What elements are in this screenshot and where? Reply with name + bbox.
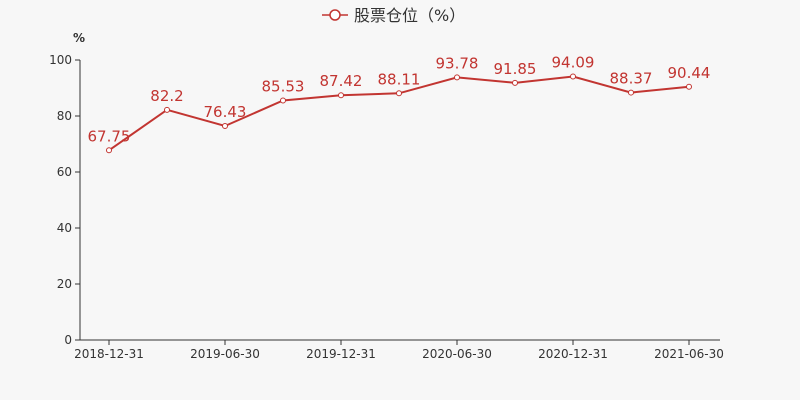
- x-tick-label: 2019-06-30: [190, 347, 260, 361]
- y-tick-label: 0: [64, 333, 72, 347]
- y-tick-label: 80: [57, 109, 72, 123]
- data-label: 85.53: [262, 78, 305, 96]
- data-label: 88.11: [378, 70, 421, 88]
- data-point: [396, 90, 402, 97]
- data-point: [686, 83, 692, 90]
- y-tick-label: 60: [57, 165, 72, 179]
- x-tick-label: 2021-06-30: [654, 347, 724, 361]
- y-tick-label: 20: [57, 277, 72, 291]
- series-layer: 67.75 82.2 76.43 85.53 87.42 88.11 93.78 91.85 9…: [88, 54, 711, 154]
- data-point: [570, 73, 576, 80]
- data-label: 82.2: [150, 87, 183, 105]
- axes: 0 20 40 60 80 100 2018-12-31 2019-06-30 2019-12-…: [49, 53, 724, 361]
- data-point: [338, 92, 344, 99]
- data-label: 94.09: [552, 54, 595, 72]
- x-tick-label: 2019-12-31: [306, 347, 376, 361]
- legend[interactable]: 股票仓位（%）: [322, 6, 465, 25]
- data-label: 91.85: [494, 60, 537, 78]
- x-tick-label: 2020-06-30: [422, 347, 492, 361]
- y-axis-unit: %: [73, 31, 85, 45]
- data-point: [512, 79, 518, 86]
- y-tick-label: 40: [57, 221, 72, 235]
- legend-label: 股票仓位（%）: [354, 6, 465, 25]
- data-point: [106, 147, 112, 154]
- x-tick-label: 2020-12-31: [538, 347, 608, 361]
- data-point: [280, 97, 286, 104]
- data-label: 76.43: [204, 103, 247, 121]
- data-label: 67.75: [88, 127, 131, 145]
- data-label: 90.44: [668, 64, 711, 82]
- legend-circle-icon: [329, 9, 341, 21]
- data-label: 88.37: [610, 70, 653, 88]
- y-tick-label: 100: [49, 53, 72, 67]
- data-label: 87.42: [320, 72, 363, 90]
- data-label: 93.78: [436, 54, 479, 72]
- data-point: [164, 106, 170, 113]
- data-point: [222, 122, 228, 129]
- data-point: [628, 89, 634, 96]
- x-tick-label: 2018-12-31: [74, 347, 144, 361]
- data-point: [454, 74, 460, 81]
